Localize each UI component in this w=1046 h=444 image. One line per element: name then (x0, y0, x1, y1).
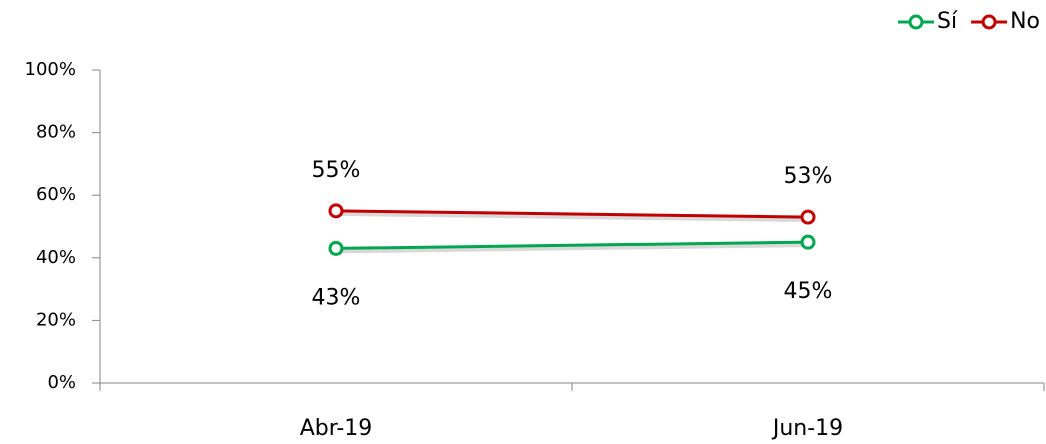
legend-label: No (1010, 9, 1040, 34)
legend-marker (981, 14, 997, 30)
series-line (335, 240, 809, 250)
legend-marker (908, 14, 924, 30)
point (800, 234, 816, 250)
point (328, 240, 344, 256)
y-tick-label: 60% (36, 184, 76, 205)
y-tick-label: 40% (36, 247, 76, 268)
x-tick-label: Abr-19 (300, 416, 373, 441)
series-line (335, 209, 809, 219)
data-label: 45% (784, 279, 833, 304)
data-label: 53% (784, 164, 833, 189)
y-tick-label: 0% (47, 372, 76, 393)
y-tick-label: 80% (36, 122, 76, 143)
data-label: 43% (312, 285, 361, 310)
data-label: 55% (312, 158, 361, 183)
x-tick-label: Jun-19 (771, 416, 843, 441)
line-shadow (335, 243, 809, 254)
y-tick-label: 100% (25, 59, 76, 80)
legend: No Sí (898, 9, 1040, 34)
point (800, 209, 816, 225)
line-shadow (335, 211, 809, 223)
point (328, 203, 344, 219)
y-tick-label: 20% (36, 309, 76, 330)
legend-label: Sí (937, 9, 958, 34)
